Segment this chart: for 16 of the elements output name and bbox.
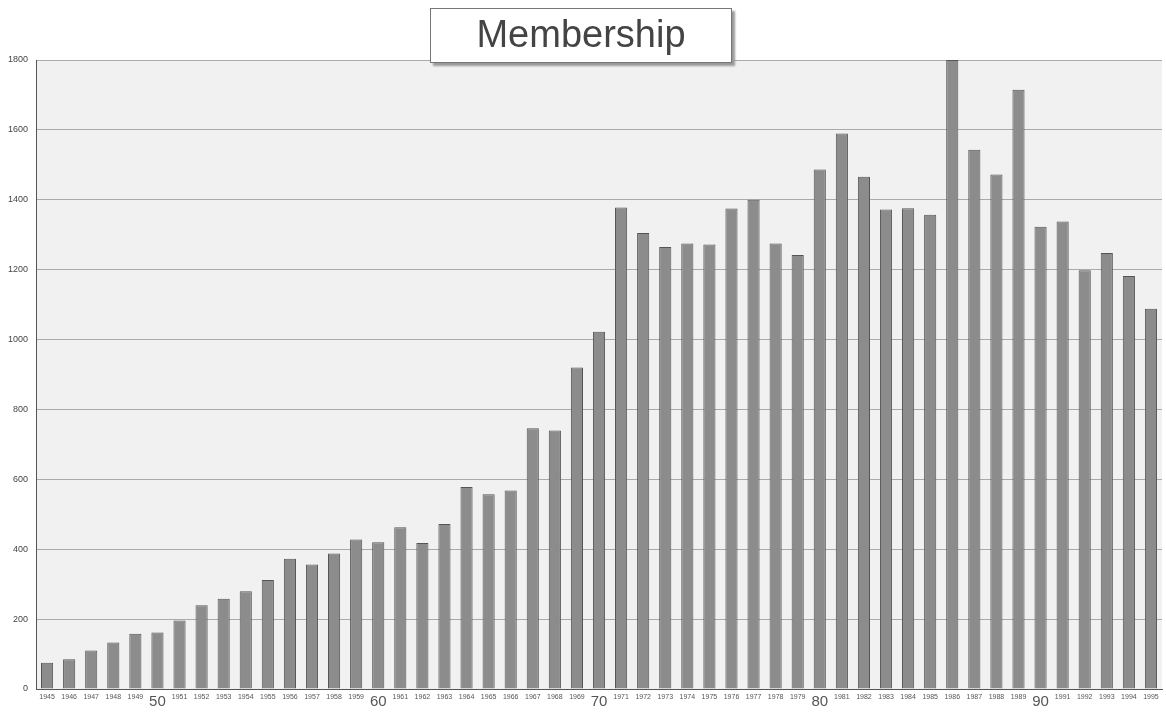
- y-tick-label: 600: [12, 473, 29, 484]
- y-tick-label: 400: [12, 543, 29, 554]
- y-tick-label: 0: [23, 683, 29, 694]
- x-tick-label: 50: [149, 692, 166, 710]
- y-tick-label: 1400: [7, 194, 29, 205]
- x-tick-label: 90: [1032, 692, 1049, 710]
- y-tick-label: 200: [12, 613, 29, 624]
- x-tick-label: 60: [369, 692, 387, 710]
- y-tick-label: 1600: [7, 124, 29, 135]
- y-tick-label: 1000: [7, 334, 29, 345]
- x-tick-label: 80: [811, 692, 829, 710]
- y-tick-label: 1200: [7, 264, 29, 275]
- chart-title: Membership: [430, 8, 732, 63]
- y-tick-label: 1800: [7, 54, 29, 65]
- x-tick-label: 70: [590, 692, 608, 710]
- y-tick-label: 800: [12, 403, 29, 414]
